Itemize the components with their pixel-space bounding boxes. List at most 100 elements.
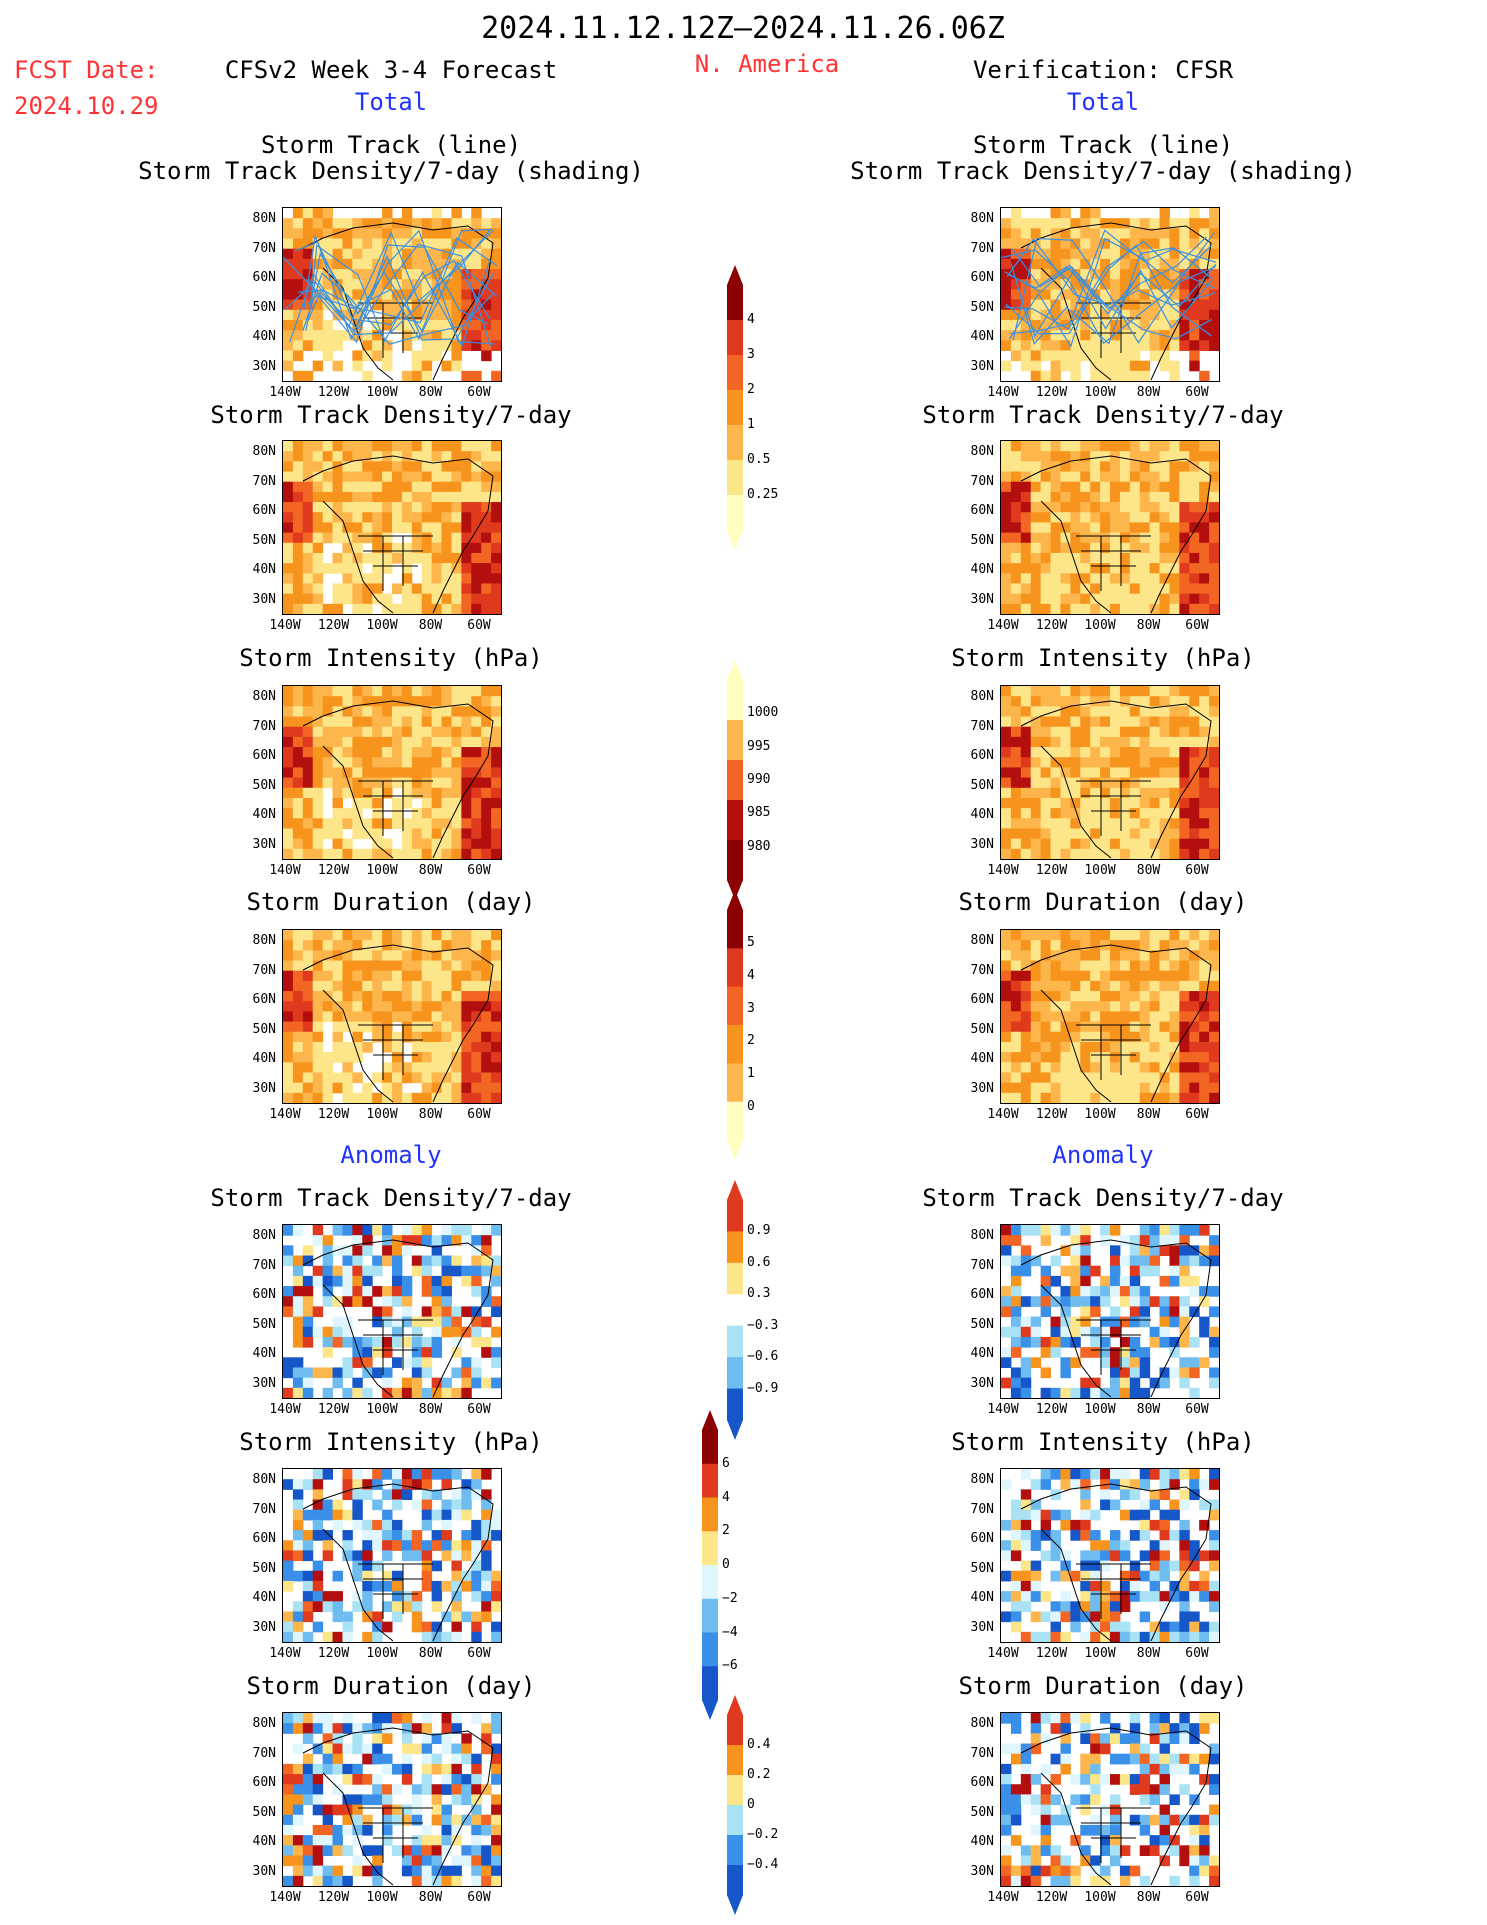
lon-label: 60W xyxy=(1185,1402,1209,1417)
grid-cell xyxy=(1149,1082,1161,1094)
grid-cell xyxy=(1010,960,1022,972)
grid-cell xyxy=(1189,930,1200,941)
grid-cell xyxy=(431,1347,443,1358)
grid-cell xyxy=(1090,1621,1101,1633)
grid-cell xyxy=(302,370,314,381)
grid-cell xyxy=(1010,1570,1022,1582)
grid-cell xyxy=(461,1489,472,1501)
grid-cell xyxy=(302,1041,314,1053)
grid-cell xyxy=(322,1072,334,1084)
grid-cell xyxy=(1070,1041,1081,1053)
grid-cell xyxy=(451,960,462,972)
grid-cell xyxy=(471,808,482,819)
grid-cell xyxy=(342,1875,353,1886)
grid-cell xyxy=(1030,1713,1042,1724)
total-label-right: Total xyxy=(1066,88,1140,116)
grid-cell xyxy=(1020,1255,1032,1267)
grid-cell xyxy=(382,960,393,972)
grid-cell xyxy=(1080,1286,1091,1297)
grid-cell xyxy=(322,1296,334,1307)
grid-cell xyxy=(1090,1286,1101,1297)
grid-cell xyxy=(322,1052,334,1063)
grid-cell xyxy=(401,603,413,614)
grid-cell xyxy=(1119,491,1131,503)
grid-cell xyxy=(352,309,363,321)
grid-cell xyxy=(1119,1031,1131,1043)
grid-cell xyxy=(332,980,343,992)
grid-cell xyxy=(342,1469,353,1480)
colorbar-label: 0.25 xyxy=(747,487,779,502)
grid-cell xyxy=(362,1845,373,1856)
grid-cell xyxy=(322,1723,334,1734)
grid-cell xyxy=(1090,1540,1101,1551)
grid-cell xyxy=(461,808,472,819)
lon-label: 100W xyxy=(1084,1890,1116,1905)
grid-cell xyxy=(1070,1235,1081,1246)
grid-cell xyxy=(1070,330,1081,341)
grid-cell xyxy=(1209,1530,1219,1541)
colorbar-swatch xyxy=(702,1598,718,1633)
grid-cell xyxy=(421,1357,433,1368)
grid-cell xyxy=(382,238,393,250)
grid-cell xyxy=(283,258,294,270)
grid-cell xyxy=(322,686,334,697)
grid-cell xyxy=(1199,512,1210,523)
grid-cell xyxy=(312,1011,324,1023)
grid-cell xyxy=(1149,218,1161,229)
grid-cell xyxy=(352,960,363,972)
grid-cell xyxy=(451,1052,462,1063)
lat-label: 80N xyxy=(252,211,276,226)
grid-cell xyxy=(332,1326,343,1338)
grid-cell xyxy=(1199,441,1210,452)
grid-cell xyxy=(1159,1835,1170,1846)
grid-cell xyxy=(421,481,433,493)
grid-cell xyxy=(1149,767,1161,779)
grid-cell xyxy=(421,757,433,768)
grid-cell xyxy=(362,828,373,840)
storm-track-line xyxy=(307,228,492,341)
grid-cell xyxy=(1110,991,1121,1002)
grid-cell xyxy=(1070,1255,1081,1267)
grid-cell xyxy=(1179,491,1190,503)
storm-track-line xyxy=(310,244,489,344)
grid-cell xyxy=(1139,1052,1151,1063)
grid-cell xyxy=(451,1713,462,1724)
grid-cell xyxy=(1020,1092,1032,1103)
grid-cell xyxy=(411,258,423,270)
grid-cell xyxy=(1169,716,1180,728)
grid-cell xyxy=(1020,1631,1032,1642)
grid-cell xyxy=(1129,441,1141,452)
grid-cell xyxy=(1080,552,1091,564)
grid-cell xyxy=(1110,269,1121,280)
grid-cell xyxy=(1179,1316,1190,1328)
grid-cell xyxy=(1020,1845,1032,1856)
grid-cell xyxy=(1040,593,1052,605)
grid-cell xyxy=(1149,1794,1161,1806)
grid-cell xyxy=(481,757,492,768)
grid-cell xyxy=(1080,593,1091,605)
grid-cell xyxy=(471,1479,482,1490)
grid-cell xyxy=(1159,1021,1170,1033)
grid-cell xyxy=(1129,1733,1141,1745)
grid-cell xyxy=(1159,451,1170,462)
grid-cell xyxy=(1209,1601,1219,1612)
grid-cell xyxy=(1020,991,1032,1002)
grid-cell xyxy=(372,552,383,564)
grid-cell xyxy=(1100,818,1111,829)
grid-cell xyxy=(342,1479,353,1490)
lon-label: 60W xyxy=(1185,1107,1209,1122)
grid-cell xyxy=(283,777,294,789)
grid-cell xyxy=(1169,1499,1180,1511)
grid-cell xyxy=(283,1296,294,1307)
grid-cell xyxy=(1159,1601,1170,1612)
grid-cell xyxy=(1169,736,1180,748)
grid-cell xyxy=(1080,1255,1091,1267)
grid-cell xyxy=(1070,1875,1081,1886)
grid-cell xyxy=(431,238,443,250)
lon-label: 60W xyxy=(1185,618,1209,633)
grid-cell xyxy=(382,716,393,728)
grid-cell xyxy=(1119,603,1131,614)
grid-cell xyxy=(1179,573,1190,584)
grid-cell xyxy=(342,1255,353,1267)
grid-cell xyxy=(1119,818,1131,829)
